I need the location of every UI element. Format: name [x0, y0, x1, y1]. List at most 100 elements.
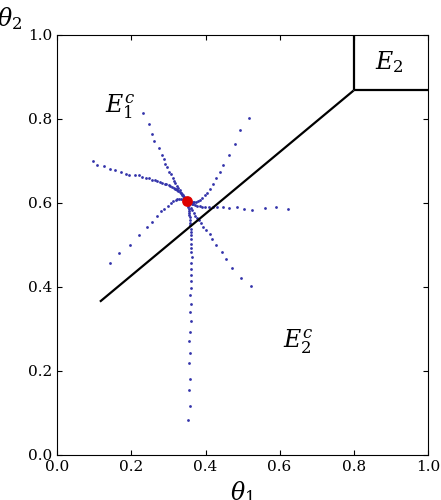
- Point: [187, 317, 194, 325]
- Point: [229, 264, 236, 272]
- Point: [167, 182, 174, 190]
- Point: [175, 188, 182, 196]
- Point: [161, 155, 168, 163]
- Point: [161, 180, 168, 188]
- Point: [165, 182, 172, 190]
- Point: [179, 191, 186, 199]
- Point: [188, 253, 195, 261]
- Point: [182, 195, 189, 203]
- Point: [183, 197, 191, 205]
- Point: [187, 248, 194, 256]
- Point: [126, 172, 133, 179]
- Point: [191, 212, 198, 220]
- Point: [126, 241, 133, 249]
- Point: [189, 206, 196, 214]
- Point: [195, 197, 202, 205]
- Point: [238, 274, 245, 282]
- Point: [185, 416, 192, 424]
- Point: [187, 328, 194, 336]
- Point: [185, 203, 192, 211]
- Point: [284, 205, 292, 213]
- Point: [153, 212, 161, 220]
- Text: $\theta_2$: $\theta_2$: [0, 4, 22, 32]
- Point: [183, 197, 191, 205]
- Point: [222, 254, 229, 262]
- Point: [168, 183, 176, 191]
- Point: [163, 180, 170, 188]
- Point: [187, 374, 194, 382]
- Point: [138, 173, 146, 181]
- Point: [184, 198, 191, 205]
- Point: [184, 198, 191, 206]
- Point: [186, 402, 193, 409]
- Point: [183, 197, 191, 205]
- Point: [170, 184, 177, 192]
- Point: [161, 204, 168, 212]
- Point: [188, 258, 195, 266]
- Point: [111, 166, 118, 173]
- Point: [117, 168, 124, 176]
- Point: [183, 196, 190, 204]
- Point: [232, 140, 239, 148]
- Point: [187, 291, 194, 299]
- Point: [218, 248, 225, 256]
- Point: [197, 196, 204, 203]
- Point: [185, 199, 192, 207]
- Point: [145, 120, 152, 128]
- Point: [169, 174, 176, 182]
- Point: [187, 235, 194, 243]
- Point: [142, 174, 149, 182]
- Point: [196, 202, 203, 209]
- Point: [206, 230, 213, 238]
- Point: [248, 206, 255, 214]
- Point: [171, 176, 178, 184]
- Point: [186, 202, 193, 209]
- Point: [187, 216, 194, 224]
- Point: [209, 180, 216, 188]
- Point: [170, 198, 177, 205]
- Point: [172, 184, 179, 192]
- Point: [186, 349, 193, 357]
- Point: [272, 204, 279, 212]
- Point: [172, 196, 179, 203]
- Point: [93, 162, 101, 170]
- Point: [180, 193, 187, 201]
- Point: [148, 176, 155, 184]
- Point: [150, 137, 157, 145]
- Text: $E_2^c$: $E_2^c$: [283, 328, 313, 356]
- Point: [194, 214, 201, 222]
- Point: [262, 204, 269, 212]
- Point: [201, 192, 208, 200]
- Point: [172, 179, 179, 187]
- Point: [188, 265, 195, 273]
- Point: [180, 192, 187, 200]
- Point: [135, 170, 142, 178]
- Point: [186, 386, 193, 394]
- Point: [241, 205, 248, 213]
- Point: [184, 200, 191, 208]
- Point: [187, 222, 194, 230]
- Point: [225, 204, 232, 212]
- Point: [199, 194, 206, 202]
- Point: [189, 198, 196, 206]
- Point: [136, 230, 143, 238]
- Point: [183, 197, 191, 205]
- Point: [173, 182, 180, 190]
- Point: [187, 284, 194, 292]
- Text: $E_2$: $E_2$: [375, 50, 403, 75]
- Point: [164, 164, 171, 172]
- Point: [182, 195, 189, 203]
- Point: [203, 226, 210, 234]
- Point: [186, 338, 193, 345]
- Point: [187, 231, 194, 239]
- Point: [187, 270, 194, 278]
- Point: [187, 199, 194, 207]
- Text: $E_1^c$: $E_1^c$: [105, 92, 135, 121]
- Point: [183, 197, 191, 205]
- Point: [188, 200, 195, 207]
- Point: [153, 177, 161, 185]
- Point: [174, 186, 181, 194]
- Point: [186, 211, 193, 219]
- Point: [204, 189, 211, 197]
- Point: [164, 202, 172, 209]
